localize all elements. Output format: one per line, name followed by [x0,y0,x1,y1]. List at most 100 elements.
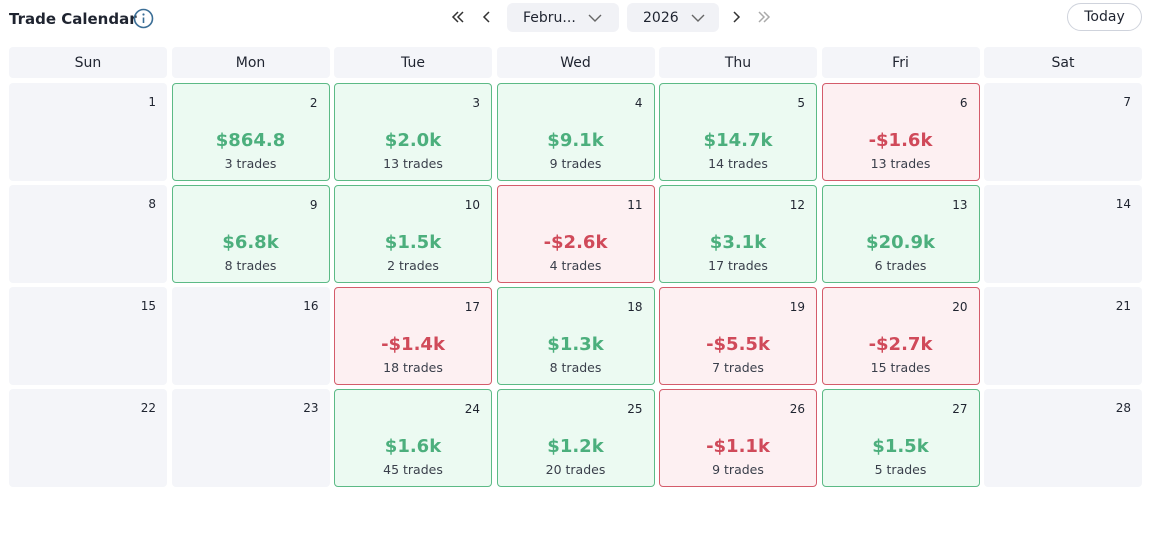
day-number: 20 [952,300,968,314]
day-number: 15 [140,299,156,313]
day-number: 26 [789,402,805,416]
day-cell: 8 [9,185,167,283]
day-cell: 10 $1.5k 2 trades [334,185,492,283]
day-number: 1 [148,95,156,109]
pnl-amount: $1.6k [384,436,442,457]
day-number: 23 [303,401,319,415]
trade-count: 6 trades [874,258,927,273]
pnl-amount: $1.2k [547,436,604,457]
day-number: 16 [303,299,319,313]
pnl-amount: $9.1k [547,130,604,151]
trade-count: 14 trades [708,156,768,171]
trade-count: 9 trades [712,462,764,477]
day-number: 24 [464,402,480,416]
day-number: 17 [464,300,480,314]
trade-count: 45 trades [383,462,443,477]
day-cell: 28 [984,389,1142,487]
trade-count: 13 trades [383,156,443,171]
prev-month-button[interactable] [479,9,495,25]
pnl-amount: -$5.5k [706,334,770,355]
pnl-amount: -$1.1k [706,436,770,457]
day-number: 19 [789,300,805,314]
day-cell: 5 $14.7k 14 trades [659,83,817,181]
day-cell: 11 -$2.6k 4 trades [496,185,655,283]
day-number: 4 [634,96,643,110]
day-number: 25 [627,402,643,416]
day-cell: 9 $6.8k 8 trades [171,185,330,283]
day-cell: 19 -$5.5k 7 trades [659,287,817,385]
day-cell: 6 -$1.6k 13 trades [821,83,980,181]
year-label: 2026 [643,9,679,26]
trade-count: 8 trades [224,258,277,273]
day-cell: 7 [984,83,1142,181]
day-number: 2 [309,96,318,110]
day-number: 12 [789,198,805,212]
day-cell: 16 [171,287,330,385]
page-title: Trade Calendar [9,10,137,28]
pnl-amount: $1.5k [384,232,442,253]
pnl-amount: $864.8 [215,130,286,151]
trade-count: 4 trades [549,258,602,273]
trade-count: 20 trades [545,462,606,477]
weekday-header: Thu [659,47,817,78]
day-cell: 14 [984,185,1142,283]
trade-count: 3 trades [224,156,277,171]
pnl-amount: $1.3k [547,334,604,355]
day-cell: 3 $2.0k 13 trades [334,83,492,181]
trade-count: 7 trades [712,360,764,375]
chevron [588,14,602,22]
today-button[interactable]: Today [1067,3,1142,31]
day-cell: 15 [9,287,167,385]
day-number: 18 [627,300,643,314]
weekday-header: Tue [334,47,492,78]
day-number: 11 [627,198,643,212]
trade-count: 2 trades [387,258,439,273]
day-cell: 2 $864.8 3 trades [171,83,330,181]
weekday-header: Wed [496,47,655,78]
next-month-button[interactable] [728,9,744,25]
info-icon[interactable] [133,8,154,29]
trade-count: 9 trades [549,156,602,171]
day-cell: 20 -$2.7k 15 trades [821,287,980,385]
trade-count: 18 trades [383,360,443,375]
pnl-amount: $6.8k [222,232,279,253]
trade-count: 15 trades [870,360,931,375]
day-cell: 17 -$1.4k 18 trades [334,287,492,385]
day-number: 9 [309,198,318,212]
day-number: 10 [464,198,480,212]
chevron [691,14,705,22]
day-cell: 24 $1.6k 45 trades [334,389,492,487]
year-select[interactable]: 2026 [627,3,719,32]
next-year-button[interactable] [756,9,772,25]
day-number: 14 [1115,197,1131,211]
trade-count: 5 trades [874,462,927,477]
pnl-amount: -$2.6k [543,232,608,253]
day-cell: 22 [9,389,167,487]
day-number: 7 [1123,95,1131,109]
day-cell: 25 $1.2k 20 trades [496,389,655,487]
day-number: 5 [797,96,805,110]
pnl-amount: -$1.6k [868,130,933,151]
day-cell: 27 $1.5k 5 trades [821,389,980,487]
trade-count: 17 trades [708,258,768,273]
weekday-header: Mon [171,47,330,78]
pnl-amount: -$1.4k [381,334,445,355]
pnl-amount: $14.7k [703,130,773,151]
day-cell: 1 [9,83,167,181]
day-number: 8 [148,197,156,211]
day-cell: 12 $3.1k 17 trades [659,185,817,283]
prev-year-button[interactable] [450,9,466,25]
day-number: 21 [1115,299,1131,313]
weekday-header: Sun [9,47,167,78]
day-cell: 4 $9.1k 9 trades [496,83,655,181]
pnl-amount: $1.5k [872,436,929,457]
month-label: Febru... [523,9,576,26]
month-select[interactable]: Febru... [507,3,619,32]
day-cell: 26 -$1.1k 9 trades [659,389,817,487]
day-cell: 21 [984,287,1142,385]
pnl-amount: $20.9k [866,232,935,253]
day-number: 3 [472,96,480,110]
day-number: 28 [1115,401,1131,415]
day-cell: 23 [171,389,330,487]
